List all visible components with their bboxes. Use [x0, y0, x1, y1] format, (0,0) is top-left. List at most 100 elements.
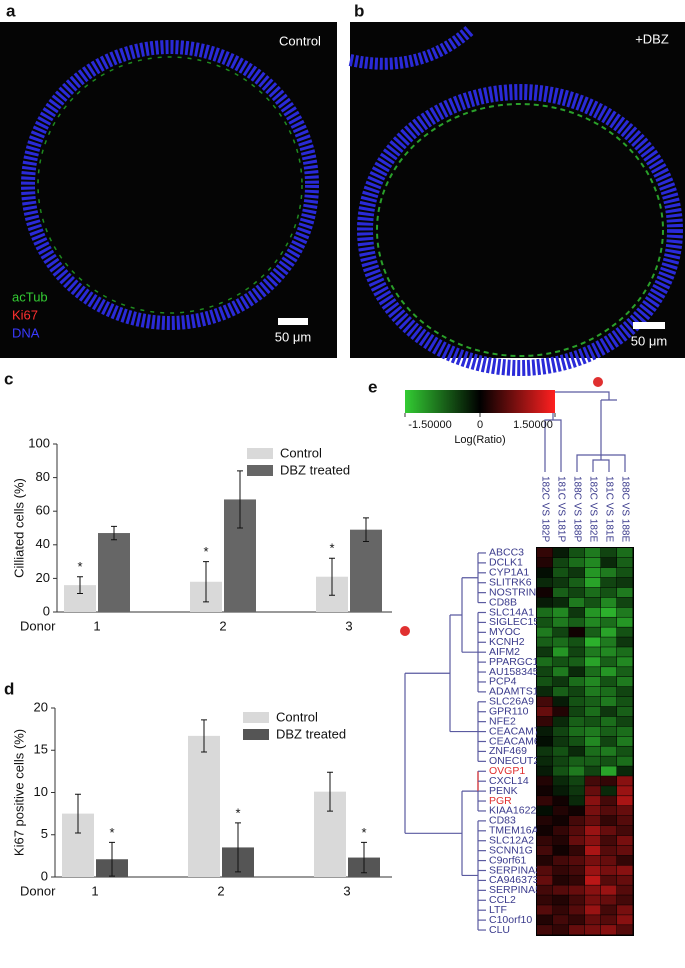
heat-cell: [553, 716, 569, 727]
y-tick-label: 20: [36, 570, 50, 585]
cilia-ring: [37, 56, 303, 314]
scale-bar: [633, 322, 665, 329]
heat-cell: [537, 776, 553, 786]
heat-cell: [537, 905, 553, 915]
error-bar: [237, 470, 243, 529]
gene-label: SIGLEC15: [489, 616, 539, 628]
heat-cell: [585, 597, 601, 608]
heat-cell: [569, 677, 585, 687]
y-axis-label: Cilliated cells (%): [11, 478, 26, 578]
heat-cell: [617, 696, 633, 707]
gene-label: C9orf61: [489, 854, 527, 866]
heat-cell: [617, 647, 633, 657]
heat-cell: [585, 677, 601, 687]
heat-cell: [617, 925, 633, 935]
gene-label: GPR110: [489, 706, 529, 718]
x-tick-label: 2: [217, 883, 224, 898]
heat-cell: [569, 696, 585, 707]
heat-cell: [617, 587, 633, 598]
gene-label: NFE2: [489, 715, 516, 727]
gene-label: LTF: [489, 904, 507, 916]
heat-cell: [617, 756, 633, 766]
gene-label: PPARGC1A: [489, 656, 545, 668]
heat-cell: [537, 557, 553, 568]
heat-cell: [553, 647, 569, 657]
panel-letter: c: [4, 369, 13, 388]
heat-cell: [617, 806, 633, 816]
heat-cell: [617, 786, 633, 796]
bar: [188, 735, 220, 877]
x-tick-label: 3: [345, 618, 352, 633]
colorbar-tick-label: 1.50000: [513, 419, 553, 431]
heat-cell: [537, 895, 553, 905]
gene-label: KIAA1622: [489, 805, 536, 817]
heat-cell: [617, 865, 633, 875]
heat-cell: [537, 925, 553, 935]
heat-cell: [553, 786, 569, 796]
y-tick-label: 10: [34, 784, 48, 799]
error-bar: [361, 841, 367, 874]
gene-label: ADAMTS14: [489, 686, 545, 698]
column-label: 181C VS 181P: [555, 476, 566, 542]
panel-letter: d: [4, 679, 14, 698]
heat-cell: [569, 915, 585, 925]
heat-cell: [617, 716, 633, 727]
heat-cell: [585, 845, 601, 856]
heat-cell: [617, 835, 633, 846]
heat-cell: [601, 766, 617, 776]
x-axis-label: Donor: [20, 618, 56, 633]
gene-label: NOSTRIN: [489, 586, 536, 598]
error-bar: [77, 576, 83, 595]
gene-label: SLITRK6: [489, 577, 532, 589]
heat-cell: [569, 865, 585, 875]
gene-label: AIFM2: [489, 646, 520, 658]
heat-cell: [537, 647, 553, 657]
heat-cell: [585, 815, 601, 826]
heat-cell: [569, 895, 585, 905]
heat-cell: [569, 736, 585, 746]
heat-cell: [569, 627, 585, 637]
heat-cell: [537, 815, 553, 826]
heat-cell: [553, 686, 569, 697]
heat-cell: [585, 915, 601, 925]
heat-cell: [617, 657, 633, 667]
heat-cell: [569, 845, 585, 856]
heat-cell: [585, 905, 601, 915]
heat-cell: [553, 766, 569, 776]
heat-cell: [537, 806, 553, 816]
significance: *: [109, 825, 114, 840]
heat-cell: [617, 677, 633, 687]
heat-cell: [553, 875, 569, 885]
heat-cell: [585, 686, 601, 697]
gene-label: SLC14A1: [489, 606, 534, 618]
cell-ring: [348, 25, 475, 70]
heat-cell: [569, 855, 585, 866]
row-dendrogram: [404, 552, 479, 931]
heat-cell: [553, 667, 569, 677]
heat-cell: [601, 875, 617, 885]
error-bar: [203, 561, 209, 603]
channel-label: DNA: [12, 325, 40, 340]
heat-cell: [617, 895, 633, 905]
heat-cell: [601, 895, 617, 905]
gene-label: DCLK1: [489, 557, 523, 569]
error-bar: [111, 525, 117, 541]
heat-cell: [553, 845, 569, 856]
heat-cell: [569, 885, 585, 895]
heat-cell: [553, 885, 569, 895]
gene-label: KCNH2: [489, 636, 525, 648]
y-tick-label: 20: [34, 699, 48, 714]
significance: *: [77, 559, 82, 574]
heat-cell: [617, 557, 633, 568]
heat-cell: [569, 746, 585, 756]
channel-label: Ki67: [12, 307, 38, 322]
heat-cell: [585, 776, 601, 786]
heat-cell: [601, 587, 617, 598]
heat-cell: [601, 686, 617, 697]
heat-cell: [585, 875, 601, 885]
heat-cell: [617, 607, 633, 617]
heat-cell: [537, 667, 553, 677]
heat-cell: [537, 885, 553, 895]
heat-cell: [601, 806, 617, 816]
gene-label: SERPINA5: [489, 884, 541, 896]
